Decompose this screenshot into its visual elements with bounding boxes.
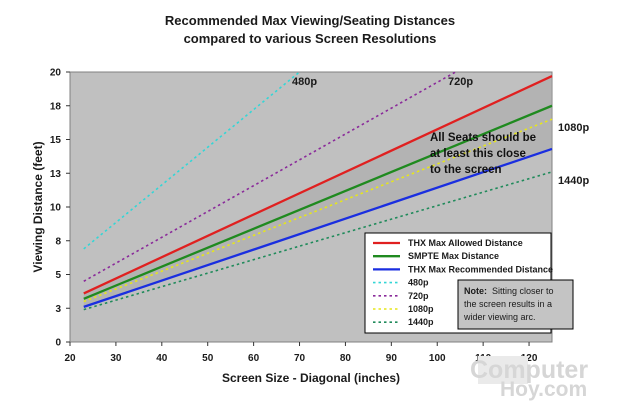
watermark-line-1: Computer xyxy=(470,356,588,384)
watermark-accent xyxy=(478,356,528,384)
y-tick-label: 8 xyxy=(55,236,61,247)
x-tick-label: 90 xyxy=(386,353,398,364)
note-heading: Note: xyxy=(464,286,487,296)
series-line-480p xyxy=(83,71,301,250)
series-line-1440p xyxy=(83,171,553,311)
note-line-2: the screen results in a xyxy=(464,299,552,309)
watermark-line-2: Hoy.com xyxy=(500,378,587,401)
legend-items: THX Max Allowed Distance SMPTE Max Distan… xyxy=(373,238,553,327)
chart-title-line-1: Recommended Max Viewing/Seating Distance… xyxy=(165,13,455,28)
note-box-rect xyxy=(457,279,574,330)
series-line-thx-max-allowed-distance xyxy=(83,75,553,295)
x-tick-label: 20 xyxy=(64,353,76,364)
series-line-smpte-max-distance xyxy=(83,104,553,300)
y-tick-label: 13 xyxy=(50,169,62,180)
note-line-3: wider viewing arc. xyxy=(463,312,536,322)
recommended-seating-band xyxy=(83,76,553,307)
annotation-line-1: All Seats should be xyxy=(430,132,536,144)
annotation-line-3: to the screen xyxy=(430,164,502,176)
x-axis-label: Screen Size - Diagonal (inches) xyxy=(222,371,400,385)
legend-label-1080p: 1080p xyxy=(408,304,434,314)
legend-label-480p: 480p xyxy=(408,278,429,288)
curve-label-1080p: 1080p xyxy=(558,122,589,134)
x-tick-label: 40 xyxy=(156,353,168,364)
x-tick-label: 30 xyxy=(110,353,122,364)
x-tick-label: 100 xyxy=(429,353,446,364)
y-axis-ticks: 0 3 5 8 10 13 15 18 20 xyxy=(50,68,70,349)
legend-label-1440p: 1440p xyxy=(408,317,434,327)
series-line-thx-max-recommended-distance xyxy=(83,147,553,308)
note-box: Note: Sitting closer to the screen resul… xyxy=(457,279,574,330)
y-tick-label: 10 xyxy=(50,203,62,214)
x-tick-label: 70 xyxy=(294,353,306,364)
x-tick-label: 120 xyxy=(521,353,538,364)
y-tick-label: 0 xyxy=(55,338,61,349)
legend-label-smpte-max-distance: SMPTE Max Distance xyxy=(408,251,499,261)
annotation-line-2: at least this close xyxy=(430,148,526,160)
y-tick-label: 20 xyxy=(50,68,62,79)
note-line-1: Sitting closer to xyxy=(492,286,554,296)
y-tick-label: 15 xyxy=(50,135,62,146)
y-tick-label: 3 xyxy=(55,304,61,315)
watermark: Computer Hoy.com xyxy=(470,356,588,401)
chart-title-line-2: compared to various Screen Resolutions xyxy=(184,31,437,46)
legend-label-thx-max-recommended-distance: THX Max Recommended Distance xyxy=(408,264,553,274)
y-tick-label: 5 xyxy=(55,270,61,281)
x-tick-label: 80 xyxy=(340,353,352,364)
curve-label-480p: 480p xyxy=(292,76,317,88)
y-tick-label: 18 xyxy=(50,101,62,112)
series-line-1080p xyxy=(83,118,553,303)
legend-label-720p: 720p xyxy=(408,291,429,301)
series-layer xyxy=(83,71,553,311)
curve-label-720p: 720p xyxy=(448,76,473,88)
x-tick-label: 60 xyxy=(248,353,260,364)
legend-label-thx-max-allowed-distance: THX Max Allowed Distance xyxy=(408,238,523,248)
curve-label-1440p: 1440p xyxy=(558,175,589,187)
x-tick-label: 50 xyxy=(202,353,214,364)
y-axis-label: Viewing Distance (feet) xyxy=(31,141,45,272)
x-axis-ticks: 2030405060708090100110120 xyxy=(64,342,538,364)
